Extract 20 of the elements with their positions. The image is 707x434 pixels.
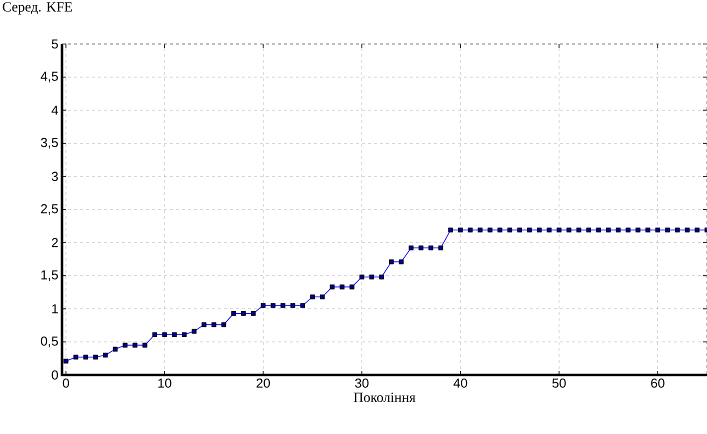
y-tick-label: 2,5 <box>41 204 58 215</box>
y-tick-label: 1,5 <box>41 270 58 282</box>
x-tick-label: 30 <box>355 378 369 388</box>
y-tick-label: 0,5 <box>40 336 58 348</box>
x-tick-label: 0 <box>62 378 70 388</box>
y-tick-label: 4,5 <box>40 72 58 82</box>
y-tick-label: 4 <box>52 106 58 115</box>
x-tick-label: 10 <box>158 378 172 388</box>
y-tick-label: 0 <box>52 370 58 380</box>
x-tick-label: 60 <box>651 378 664 388</box>
y-tick-label: 3 <box>52 172 58 182</box>
y-tick-label: 5 <box>52 39 58 49</box>
x-tick-label: 40 <box>454 378 468 388</box>
x-tick-label: 50 <box>552 378 566 388</box>
x-tick-label: 20 <box>256 378 270 388</box>
x-axis-title: Покоління <box>354 392 416 402</box>
y-tick-label: 3,5 <box>40 138 58 149</box>
y-tick-label: 1 <box>52 304 58 314</box>
y-tick-label: 2 <box>52 238 58 248</box>
y-axis-title: Серед. KFE <box>2 2 72 14</box>
